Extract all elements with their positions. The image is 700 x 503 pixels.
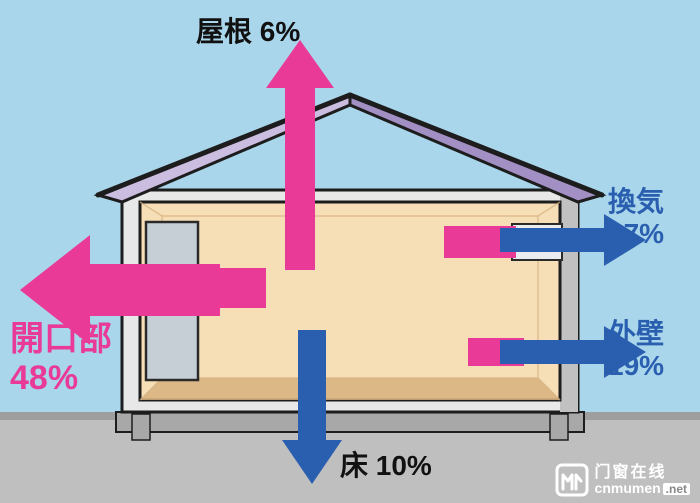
watermark-line2: cnmumen <box>595 481 661 495</box>
watermark-tld: .net <box>663 483 690 495</box>
label-opening: 開口部 48% <box>10 320 112 398</box>
watermark-line1: 门窗在线 <box>595 465 690 481</box>
label-ventilation: 換気 17% <box>608 186 664 250</box>
label-roof: 屋根 6% <box>196 16 300 48</box>
watermark-logo-icon <box>555 463 589 497</box>
watermark: 门窗在线 cnmumen .net <box>555 463 690 497</box>
label-outerwall: 外壁 19% <box>608 318 664 382</box>
heat-loss-diagram <box>0 0 700 503</box>
label-floor: 床 10% <box>340 450 432 482</box>
